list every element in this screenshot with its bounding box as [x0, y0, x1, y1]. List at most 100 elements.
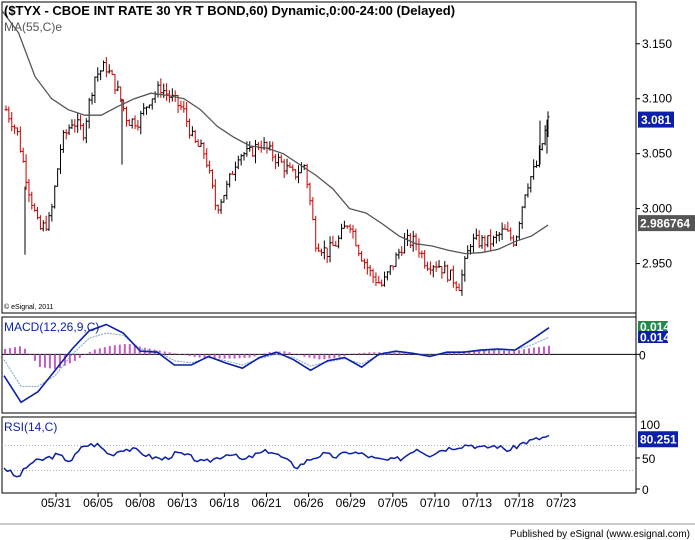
rsi-label: RSI(14,C) [4, 420, 57, 434]
macd-hist-bar [253, 354, 256, 357]
macd-hist-bar [358, 353, 361, 355]
price-bar [41, 220, 45, 232]
price-bar [362, 258, 366, 269]
price-bar [38, 215, 42, 230]
price-bar [110, 69, 114, 75]
price-bar [145, 106, 149, 115]
price-bar [147, 104, 151, 109]
price-bar [76, 112, 80, 133]
price-bar [56, 168, 60, 187]
price-bar [96, 67, 100, 82]
rsi-value: 80.251 [640, 433, 677, 447]
price-bar [377, 275, 381, 284]
price-bar [457, 283, 461, 291]
macd-label: MACD(12,26,9,C) [4, 320, 99, 334]
price-bar [506, 221, 510, 232]
macd-hist-bar [18, 346, 21, 355]
price-bar [179, 100, 183, 110]
macd-hist-bar [478, 350, 481, 355]
price-bar [93, 76, 97, 104]
x-tick-label: 06/29 [336, 496, 366, 510]
macd-hist-bar [533, 347, 536, 355]
price-bar [104, 57, 108, 78]
rsi-line [3, 434, 550, 478]
macd-hist-bar [38, 354, 41, 367]
price-bar [142, 103, 146, 116]
price-bar [437, 260, 441, 268]
price-bar [285, 158, 289, 175]
price-bar [463, 256, 467, 282]
macd-hist-bar [123, 344, 126, 355]
price-bar [314, 215, 318, 252]
macd-hist-bar [523, 349, 526, 355]
price-bar [328, 236, 332, 263]
price-bar [520, 206, 524, 229]
x-tick-label: 06/26 [294, 496, 324, 510]
price-bar [477, 230, 481, 249]
price-bar [322, 240, 326, 260]
x-tick-label: 07/18 [504, 496, 534, 510]
price-bar [228, 173, 232, 188]
price-bar [99, 70, 103, 81]
chart-title: ($TYX - CBOE INT RATE 30 YR T BOND,60) D… [4, 3, 455, 18]
macd-hist-bar [198, 354, 201, 358]
price-bar [503, 224, 507, 230]
price-bar [133, 115, 137, 130]
price-bar [500, 222, 504, 240]
price-bar [385, 271, 389, 281]
macd-hist-bar [58, 354, 61, 369]
price-bar [216, 204, 220, 214]
price-bar [345, 225, 349, 229]
macd-hist-bar [43, 354, 46, 368]
price-bar [448, 269, 452, 281]
macd-hist-bar [503, 350, 506, 355]
macd-hist-bar [53, 354, 56, 369]
price-bar [58, 144, 62, 174]
price-bar [486, 235, 490, 248]
macd-hist-bar [8, 348, 11, 355]
price-bar [420, 250, 424, 259]
price-bar [540, 143, 544, 151]
price-bar [81, 123, 85, 141]
price-bar [127, 119, 131, 126]
price-bar [253, 140, 257, 164]
price-bar [288, 162, 292, 168]
price-bar [443, 260, 447, 274]
macd-hist-bar [323, 354, 326, 360]
x-tick-label: 07/13 [462, 496, 492, 510]
price-bar [529, 176, 533, 193]
price-bar [440, 266, 444, 279]
price-bar [342, 220, 346, 229]
price-bar [231, 171, 235, 175]
macd-hist-bar [348, 354, 351, 355]
macd-hist-bar [23, 348, 26, 355]
macd-hist-bar [93, 349, 96, 355]
macd-hist-bar [538, 347, 541, 355]
price-bar [233, 161, 237, 181]
price-bar [4, 105, 8, 111]
macd-hist-bar [333, 354, 336, 359]
price-bar [497, 231, 501, 242]
price-bar [7, 106, 11, 123]
price-bar [460, 269, 464, 296]
macd-hist-bar [288, 352, 291, 355]
ma-value: 2.986764 [640, 217, 690, 231]
x-tick-label: 06/18 [209, 496, 239, 510]
macd-value: 0.014 [640, 331, 670, 345]
macd-hist-bar [103, 347, 106, 355]
macd-hist-bar [488, 350, 491, 355]
price-bar [36, 206, 40, 220]
macd-hist-bar [68, 354, 71, 364]
price-bar [73, 119, 77, 133]
price-bar [311, 196, 315, 221]
price-bar [512, 235, 516, 247]
price-bar [102, 60, 106, 72]
price-bar [368, 264, 372, 277]
price-bar [526, 183, 530, 198]
last-price-badge [638, 111, 674, 128]
macd-hist-bar [113, 345, 116, 355]
price-bar [480, 235, 484, 249]
price-bar [276, 153, 280, 167]
